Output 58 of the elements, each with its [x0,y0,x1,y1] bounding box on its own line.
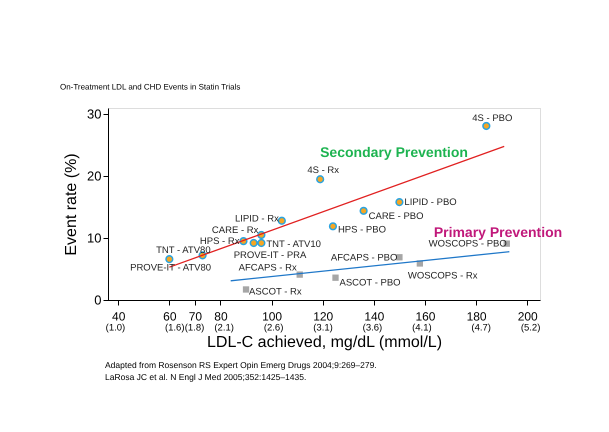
annotation: AFCAPS - PBO [330,252,398,264]
x2-tick-label: (1.8) [184,322,204,334]
x-tick-label: 40 [112,310,126,324]
annotation: LIPID - PBO [404,197,457,208]
annotation: Primary Prevention [434,224,562,240]
x2-tick-label: (2.6) [264,322,284,334]
x2-tick-label: (2.1) [214,322,234,334]
annotation: CARE - PBO [368,210,424,222]
annotation: 4S - Rx [307,165,340,176]
x-tick-label: 80 [214,310,228,324]
x-tick-label: 70 [188,310,202,324]
point [165,255,174,264]
text: Adapted from Rosenson RS Expert Opin Emerg Drugs 2004;9:269–279. [105,360,377,370]
point [332,274,339,281]
x2-tick-label: (1.6) [164,322,185,334]
y-tick-label: 10 [87,230,102,246]
x2-tick-label: (3.6) [362,322,382,334]
annotation: TNT - ATV80 [156,245,211,256]
point [360,206,368,215]
y-axis-title: Event rate (%) [63,153,80,256]
x-tick-label: 140 [364,310,385,324]
y-tick-label: 30 [87,106,102,122]
x2-tick-label: (3.1) [313,322,333,334]
annotation: WOSCOPS - PBO [428,238,507,250]
annotation: Secondary Prevention [320,144,468,160]
y-tick-label: 0 [94,292,102,308]
point [395,198,404,206]
annotation: PROVE-IT - ATV80 [130,262,212,274]
x-tick-label: 180 [466,310,487,324]
x-tick-label: 200 [518,310,538,324]
annotation: WOSCOPS - Rx [408,270,478,282]
annotation: PROVE-IT - PRA [234,250,308,262]
annotation: ASCOT - Rx [249,286,302,298]
annotation: AFCAPS - Rx [238,262,297,274]
annotation: LIPID - Rx [235,214,280,225]
x-tick-label: 120 [313,310,334,324]
annotation: CARE - Rx [212,224,259,236]
x-axis-title: LDL-C achieved, mg/dL (mmol/L) [206,334,442,351]
x2-tick-label: (4.7) [471,322,491,334]
x2-tick-label: (1.0) [106,322,126,334]
text: LaRosa JC et al. N Engl J Med 2005;352:1425–1435. [105,372,306,382]
x2-tick-label: (4.1) [412,322,432,334]
y-tick-label: 20 [87,168,102,184]
annotation: 4S - PBO [472,112,512,124]
annotation: ASCOT - PBO [340,278,401,289]
x2-tick-label: (5.2) [520,322,540,334]
point [482,122,490,130]
x-tick-label: 60 [163,310,177,324]
annotation: TNT - ATV10 [266,239,321,250]
chart-title: On-Treatment LDL and CHD Events in Statin Trials [60,82,240,92]
x-tick-label: 100 [262,310,282,324]
point [242,286,250,293]
x-tick-label: 160 [415,310,436,324]
point [316,175,324,184]
point [328,222,338,230]
point [257,238,266,248]
annotation: HPS - PBO [338,224,386,236]
point [250,238,258,248]
